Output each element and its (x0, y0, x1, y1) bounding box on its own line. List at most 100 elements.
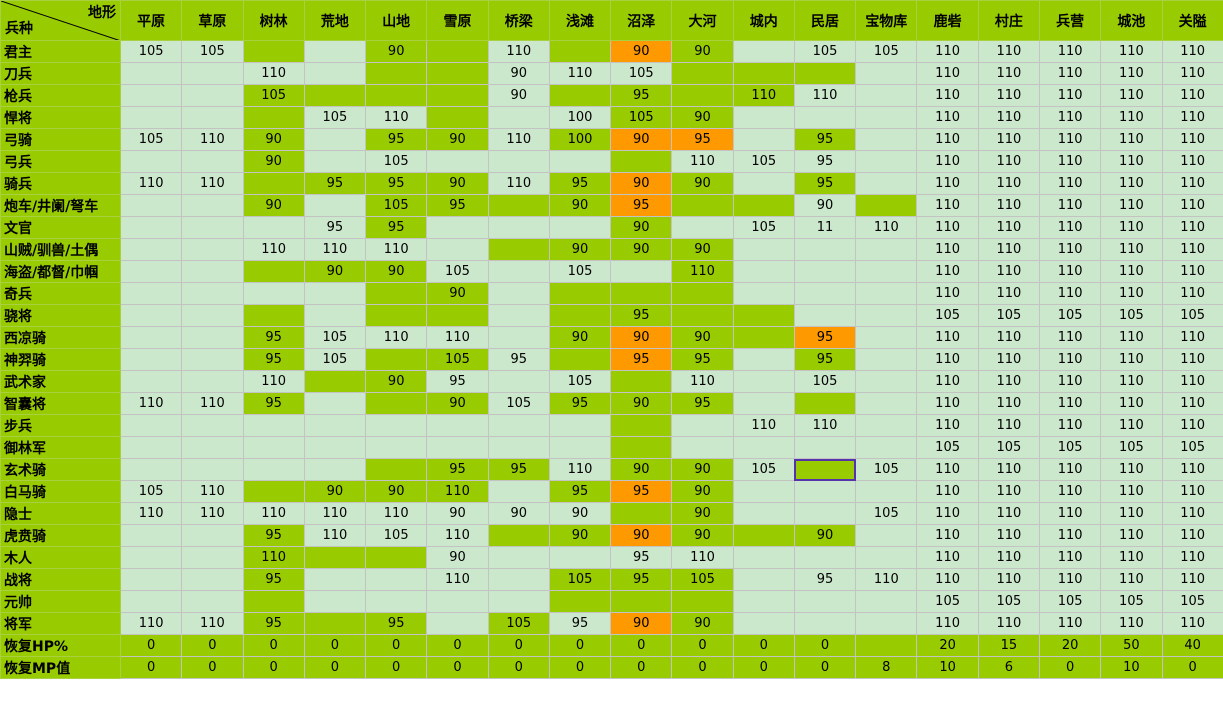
table-cell[interactable] (732, 304, 795, 327)
table-cell[interactable] (548, 84, 612, 107)
table-cell[interactable] (181, 546, 244, 569)
table-cell[interactable]: 105 (303, 326, 367, 349)
table-cell[interactable]: 110 (181, 392, 244, 415)
table-cell[interactable]: 110 (1161, 194, 1223, 217)
table-cell[interactable] (793, 282, 857, 305)
table-cell[interactable] (610, 282, 673, 305)
table-cell[interactable]: 110 (1038, 414, 1102, 437)
column-header[interactable]: 浅滩 (548, 0, 612, 41)
table-cell[interactable]: 110 (242, 546, 305, 569)
row-header[interactable]: 恢复HP% (0, 634, 121, 657)
row-header[interactable]: 神羿骑 (0, 348, 121, 371)
table-cell[interactable]: 95 (365, 612, 428, 635)
table-cell[interactable]: 110 (977, 524, 1040, 547)
table-cell[interactable] (303, 194, 367, 217)
table-cell[interactable]: 0 (426, 634, 489, 657)
table-cell[interactable]: 105 (1038, 304, 1102, 327)
table-cell[interactable] (181, 524, 244, 547)
table-cell[interactable]: 110 (1038, 392, 1102, 415)
table-cell[interactable]: 105 (487, 612, 550, 635)
table-cell[interactable]: 105 (793, 40, 857, 63)
table-cell[interactable]: 105 (916, 590, 979, 613)
table-cell[interactable]: 110 (916, 480, 979, 503)
table-cell[interactable]: 110 (365, 106, 428, 129)
row-header[interactable]: 刀兵 (0, 62, 121, 85)
table-cell[interactable]: 105 (242, 84, 305, 107)
table-cell[interactable] (303, 568, 367, 591)
table-cell[interactable]: 95 (487, 458, 550, 481)
table-cell[interactable]: 0 (1038, 656, 1102, 679)
table-cell[interactable] (303, 62, 367, 85)
table-cell[interactable] (671, 194, 734, 217)
table-cell[interactable]: 110 (1100, 392, 1163, 415)
table-cell[interactable]: 110 (977, 612, 1040, 635)
table-cell[interactable]: 110 (671, 150, 734, 173)
table-cell[interactable]: 90 (548, 326, 612, 349)
table-cell[interactable]: 95 (610, 546, 673, 569)
table-cell[interactable]: 110 (1100, 524, 1163, 547)
table-cell[interactable]: 0 (181, 634, 244, 657)
table-cell[interactable] (732, 40, 795, 63)
table-cell[interactable] (119, 150, 183, 173)
table-cell[interactable] (610, 436, 673, 459)
table-cell[interactable]: 110 (1161, 282, 1223, 305)
table-cell[interactable]: 105 (732, 458, 795, 481)
table-cell[interactable]: 0 (303, 634, 367, 657)
table-cell[interactable]: 0 (548, 656, 612, 679)
table-cell[interactable]: 110 (1100, 502, 1163, 525)
column-header[interactable]: 沼泽 (610, 0, 673, 41)
table-cell[interactable] (487, 590, 550, 613)
table-cell[interactable]: 110 (916, 84, 979, 107)
table-cell[interactable]: 110 (1100, 84, 1163, 107)
table-cell[interactable] (671, 62, 734, 85)
table-cell[interactable]: 95 (303, 172, 367, 195)
table-cell[interactable] (119, 194, 183, 217)
table-cell[interactable]: 105 (1100, 304, 1163, 327)
table-cell[interactable] (181, 62, 244, 85)
row-header[interactable]: 骑兵 (0, 172, 121, 195)
table-cell[interactable] (487, 216, 550, 239)
table-cell[interactable]: 110 (119, 502, 183, 525)
table-cell[interactable]: 110 (977, 238, 1040, 261)
table-cell[interactable]: 110 (671, 546, 734, 569)
table-cell[interactable]: 110 (303, 238, 367, 261)
table-cell[interactable]: 90 (303, 480, 367, 503)
table-cell[interactable]: 110 (1038, 84, 1102, 107)
table-cell[interactable]: 105 (181, 40, 244, 63)
table-cell[interactable] (855, 436, 918, 459)
table-cell[interactable]: 110 (1038, 238, 1102, 261)
table-cell[interactable]: 90 (671, 40, 734, 63)
table-cell[interactable] (242, 590, 305, 613)
table-cell[interactable]: 110 (303, 524, 367, 547)
table-cell[interactable] (365, 84, 428, 107)
table-cell[interactable]: 110 (977, 458, 1040, 481)
table-cell[interactable] (487, 546, 550, 569)
table-cell[interactable] (793, 546, 857, 569)
table-cell[interactable] (119, 524, 183, 547)
table-cell[interactable]: 95 (365, 172, 428, 195)
table-cell[interactable]: 95 (426, 194, 489, 217)
table-cell[interactable]: 110 (426, 524, 489, 547)
table-cell[interactable]: 110 (1038, 480, 1102, 503)
table-cell[interactable]: 90 (671, 238, 734, 261)
table-cell[interactable]: 105 (1161, 436, 1223, 459)
row-header[interactable]: 木人 (0, 546, 121, 569)
table-cell[interactable]: 110 (181, 612, 244, 635)
table-cell[interactable]: 90 (242, 194, 305, 217)
column-header[interactable]: 宝物库 (855, 0, 918, 41)
table-cell[interactable] (855, 326, 918, 349)
table-cell[interactable]: 110 (1100, 458, 1163, 481)
table-cell[interactable]: 110 (977, 502, 1040, 525)
table-cell[interactable]: 105 (487, 392, 550, 415)
table-cell[interactable]: 110 (1100, 612, 1163, 635)
table-cell[interactable] (426, 40, 489, 63)
table-cell[interactable]: 110 (1161, 150, 1223, 173)
table-cell[interactable] (303, 458, 367, 481)
table-cell[interactable] (732, 106, 795, 129)
table-cell[interactable] (855, 172, 918, 195)
row-header[interactable]: 山贼/驯兽/土偶 (0, 238, 121, 261)
table-cell[interactable]: 105 (1100, 436, 1163, 459)
table-cell[interactable]: 110 (1161, 172, 1223, 195)
table-cell[interactable] (119, 260, 183, 283)
table-cell[interactable] (119, 62, 183, 85)
